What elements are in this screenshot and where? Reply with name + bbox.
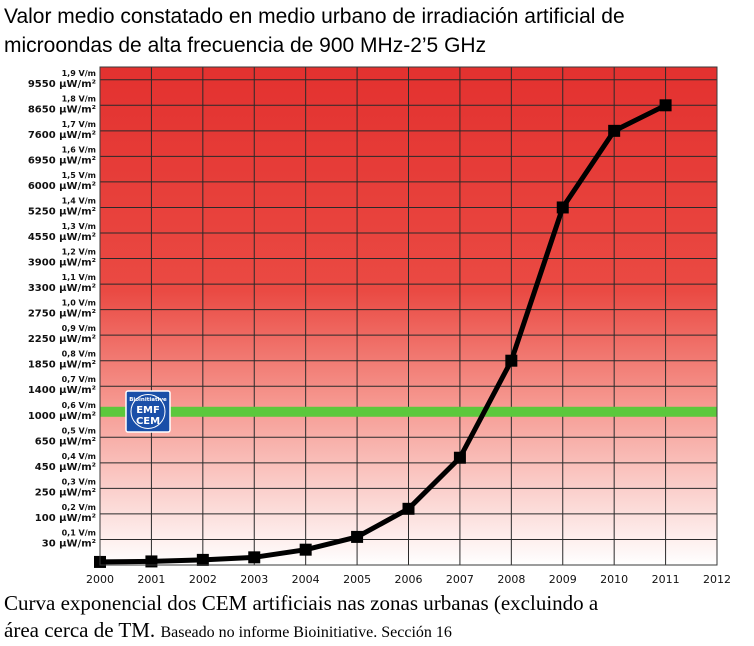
data-point (556, 201, 569, 214)
x-tick-label: 2007 (446, 573, 474, 586)
y-tick-label-vm: 0,2 V/m (62, 503, 96, 512)
y-tick-label-vm: 1,3 V/m (62, 222, 96, 231)
y-tick-label-uw: 30 μW/m² (42, 538, 96, 549)
data-point (453, 451, 466, 464)
chart-area: 0,1 V/m 30 μW/m² 0,2 V/m 100 μW/m² 0,3 V/m 25… (0, 60, 754, 590)
x-tick-label: 2003 (240, 573, 268, 586)
y-tick-label-uw: 2250 μW/m² (28, 334, 96, 345)
y-tick-label-vm: 0,6 V/m (62, 401, 96, 410)
y-tick-label-uw: 1850 μW/m² (28, 360, 96, 371)
series-line (99, 103, 667, 565)
data-point (248, 551, 261, 564)
x-tick-label: 2010 (600, 573, 628, 586)
caption-line-1: Curva exponencial dos CEM artificiais na… (4, 591, 599, 615)
x-tick-label: 2009 (549, 573, 577, 586)
caption-line-2: área cerca de TM. Baseado no informe Bio… (4, 617, 752, 646)
y-tick-label-vm: 0,8 V/m (62, 350, 96, 359)
y-tick-label-vm: 1,4 V/m (62, 196, 96, 205)
x-tick-label: 2001 (137, 573, 165, 586)
data-point (196, 553, 209, 566)
data-point (351, 530, 364, 543)
y-tick-label-uw: 3300 μW/m² (28, 283, 96, 294)
data-point (145, 555, 158, 568)
plot-frame (99, 66, 718, 566)
data-point (608, 124, 621, 137)
y-tick-label-vm: 1,7 V/m (62, 120, 96, 129)
y-tick-label-uw: 1000 μW/m² (28, 411, 96, 422)
y-tick-label-uw: 8650 μW/m² (28, 104, 96, 115)
x-tick-label: 2004 (292, 573, 320, 586)
y-tick-label-uw: 450 μW/m² (35, 462, 96, 473)
y-tick-label-vm: 1,5 V/m (62, 171, 96, 180)
x-tick-label: 2002 (189, 573, 217, 586)
x-tick-label: 2006 (395, 573, 423, 586)
y-tick-label-uw: 250 μW/m² (35, 487, 96, 498)
y-tick-label-vm: 1,1 V/m (62, 273, 96, 282)
y-tick-label-vm: 1,0 V/m (62, 299, 96, 308)
y-tick-label-uw: 5250 μW/m² (28, 206, 96, 217)
data-point (505, 354, 518, 367)
y-tick-label-vm: 0,5 V/m (62, 426, 96, 435)
threshold-band (100, 406, 717, 417)
title-line-1: Valor medio constatado en medio urbano d… (4, 5, 625, 28)
caption: Curva exponencial dos CEM artificiais na… (4, 590, 752, 646)
series-markers (94, 99, 672, 568)
chart-title: Valor medio constatado en medio urbano d… (4, 2, 752, 60)
data-point (402, 502, 415, 515)
y-tick-label-uw: 6000 μW/m² (28, 181, 96, 192)
y-tick-label-uw: 650 μW/m² (35, 436, 96, 447)
y-tick-label-uw: 9550 μW/m² (28, 79, 96, 90)
x-axis-labels: 2000 2001 2002 2003 2004 2005 2006 2007 2008 2009… (86, 573, 731, 586)
y-tick-label-vm: 1,6 V/m (62, 145, 96, 154)
x-tick-label: 2005 (343, 573, 371, 586)
data-point (299, 543, 312, 556)
y-tick-label-uw: 4550 μW/m² (28, 232, 96, 243)
x-tick-label: 2008 (497, 573, 525, 586)
y-tick-label-vm: 0,7 V/m (62, 375, 96, 384)
y-tick-label-uw: 100 μW/m² (35, 513, 96, 524)
y-tick-label-vm: 0,1 V/m (62, 528, 96, 537)
y-tick-label-vm: 0,3 V/m (62, 477, 96, 486)
x-tick-label: 2011 (652, 573, 680, 586)
y-tick-label-vm: 1,9 V/m (62, 69, 96, 78)
y-tick-label-vm: 1,2 V/m (62, 248, 96, 257)
y-tick-label-vm: 0,4 V/m (62, 452, 96, 461)
y-tick-label-vm: 1,8 V/m (62, 94, 96, 103)
badge-ring-text: Bioinitiative (129, 397, 167, 403)
caption-line-2-text: área cerca de TM. (4, 618, 156, 642)
title-line-2: microondas de alta frecuencia de 900 MHz… (4, 34, 487, 57)
x-tick-label: 2000 (86, 573, 114, 586)
badge-line-2: CEM (136, 416, 160, 427)
y-tick-label-uw: 3900 μW/m² (28, 258, 96, 269)
y-tick-label-uw: 2750 μW/m² (28, 309, 96, 320)
y-tick-label-vm: 0,9 V/m (62, 324, 96, 333)
data-point (659, 99, 672, 112)
caption-note: Baseado no informe Bioinitiative. Secció… (160, 624, 452, 641)
badge-line-1: EMF (136, 405, 160, 416)
bioinitiative-logo: Bioinitiative EMF CEM (125, 390, 171, 433)
x-tick-label: 2012 (703, 573, 731, 586)
y-tick-label-uw: 7600 μW/m² (28, 130, 96, 141)
y-tick-label-uw: 1400 μW/m² (28, 385, 96, 396)
y-tick-label-uw: 6950 μW/m² (28, 155, 96, 166)
